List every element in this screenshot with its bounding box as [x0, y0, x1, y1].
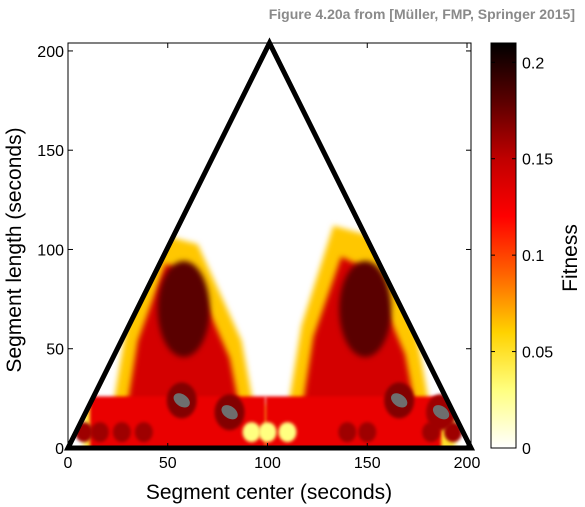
heat-regions: [74, 225, 463, 448]
low-lobe-2: [112, 422, 131, 443]
y-tick-label-0: 0: [55, 441, 64, 458]
bottom-band-right: [265, 396, 442, 448]
low-lobe-1: [90, 422, 109, 443]
figure-caption: Figure 4.20a from [Müller, FMP, Springer…: [268, 6, 575, 22]
y-axis-ticks: 0 50 100 150 200: [37, 44, 471, 458]
low-lobe-7: [338, 422, 357, 443]
x-tick-label-0: 0: [64, 455, 73, 472]
y-tick-label-2: 100: [37, 242, 64, 259]
region-left-core: [157, 261, 210, 358]
region-right-core: [339, 261, 392, 358]
low-lobe-3: [134, 422, 153, 443]
colorbar: [490, 42, 517, 449]
colorbar-tick-label-2: 0.1: [522, 248, 544, 265]
low-lobe-5: [258, 422, 277, 443]
peak-1: [221, 405, 238, 420]
low-lobe-8: [358, 422, 377, 443]
peak-3: [432, 405, 450, 420]
peak-2: [391, 393, 408, 408]
x-axis-label: Segment center (seconds): [146, 481, 392, 504]
colorbar-label: Fitness: [559, 224, 582, 292]
colorbar-tick-label-0: 0: [522, 441, 531, 458]
scape-triangle: [63, 37, 476, 451]
low-lobe-6: [278, 422, 297, 443]
x-tick-label-4: 200: [454, 455, 481, 472]
y-axis-label: Segment length (seconds): [3, 127, 26, 372]
y-tick-label-1: 50: [46, 342, 64, 359]
low-lobe-4: [242, 422, 261, 443]
x-tick-label-2: 100: [254, 455, 281, 472]
x-axis-ticks: 0 50 100 150 200: [64, 43, 481, 472]
y-tick-label-4: 200: [37, 44, 64, 61]
colorbar-tick-label-3: 0.15: [522, 152, 553, 169]
colorbar-ticks: 0 0.05 0.1 0.15 0.2: [491, 55, 553, 458]
x-tick-label-3: 150: [354, 455, 381, 472]
y-tick-label-3: 150: [37, 143, 64, 160]
colorbar-tick-label-4: 0.2: [522, 55, 544, 72]
x-tick-label-1: 50: [159, 455, 177, 472]
colorbar-tick-label-1: 0.05: [522, 345, 553, 362]
peak-0: [173, 393, 190, 408]
